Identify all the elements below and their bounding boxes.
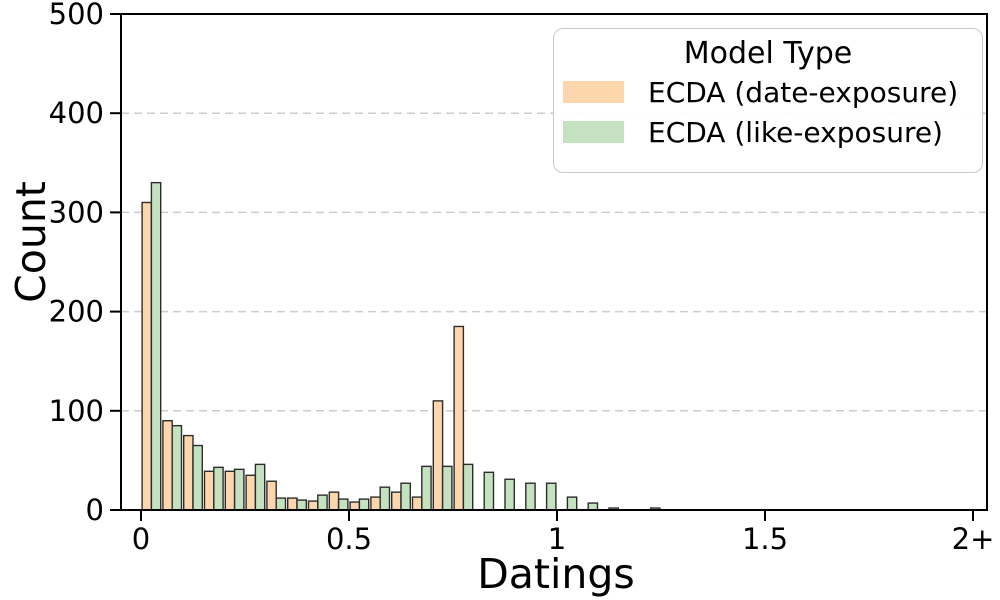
y-tick-label: 100 (49, 394, 104, 428)
bar-series-0-bin-7 (287, 497, 298, 511)
bar-series-0-bin-14 (432, 400, 444, 511)
bar-series-1-bin-18 (525, 482, 536, 511)
bar-series-0-bin-2 (182, 434, 194, 511)
x-tick-label: 0 (132, 522, 150, 556)
bar-series-0-bin-11 (370, 496, 381, 511)
legend-label-date-exposure: ECDA (date-exposure) (648, 75, 959, 109)
axes: 0 100 200 300 400 500 0 0.5 1 1.5 2+ (49, 0, 995, 556)
x-axis-label: Datings (477, 550, 635, 598)
legend-swatch-like-exposure (563, 121, 624, 143)
bar-series-1-bin-10 (358, 498, 370, 511)
bar-series-1-bin-20 (566, 496, 578, 511)
legend-label-like-exposure: ECDA (like-exposure) (648, 115, 943, 149)
bar-series-0-bin-15 (453, 325, 465, 511)
y-tick-label: 500 (49, 0, 104, 31)
y-tick-label: 400 (49, 96, 104, 130)
bar-series-0-bin-3 (203, 470, 215, 511)
x-tick-label: 1.5 (742, 522, 788, 556)
bar-series-1-bin-14 (441, 465, 453, 511)
bar-series-0-bin-12 (391, 491, 402, 511)
bar-series-0-bin-13 (411, 496, 423, 511)
legend-item: ECDA (like-exposure) (554, 112, 982, 152)
legend-swatch-date-exposure (563, 81, 624, 103)
bar-series-1-bin-1 (171, 424, 183, 511)
bar-series-0-bin-10 (349, 501, 361, 511)
bar-series-1-bin-2 (192, 444, 204, 511)
bar-series-0-bin-6 (266, 480, 277, 511)
bar-series-0-bin-0 (141, 201, 153, 511)
bar-series-1-bin-16 (483, 471, 495, 511)
bar-series-1-bin-19 (545, 482, 557, 511)
bar-series-0-bin-1 (162, 420, 173, 511)
bar-series-1-bin-5 (254, 463, 266, 511)
legend-item: ECDA (date-exposure) (554, 72, 982, 112)
x-tick-label: 1 (548, 522, 566, 556)
y-axis-label: Count (7, 181, 55, 303)
y-tick-label: 200 (49, 295, 104, 329)
bar-series-1-bin-7 (296, 499, 308, 511)
legend: Model Type ECDA (date-exposure) ECDA (li… (553, 28, 983, 173)
x-tick-label: 0.5 (326, 522, 372, 556)
bar-series-0-bin-9 (328, 491, 340, 511)
plot-frame (120, 13, 988, 511)
bar-series-0-bin-8 (307, 500, 319, 511)
bar-series-1-bin-17 (504, 478, 516, 511)
bar-series-1-bin-13 (421, 465, 432, 511)
bar-series-1-bin-9 (337, 498, 349, 511)
y-tick-label: 300 (49, 195, 104, 229)
bar-series-0-bin-5 (245, 474, 257, 511)
bars (141, 181, 661, 511)
bar-series-1-bin-3 (213, 466, 224, 511)
bar-series-1-bin-21 (587, 502, 599, 511)
bar-series-1-bin-4 (233, 468, 245, 511)
legend-title: Model Type (683, 36, 853, 71)
bar-series-1-bin-15 (462, 463, 474, 511)
y-tick-label: 0 (86, 493, 104, 527)
x-tick-label: 2+ (952, 522, 995, 556)
bar-series-0-bin-4 (224, 470, 236, 511)
bar-series-1-bin-0 (150, 181, 162, 511)
bar-series-1-bin-8 (317, 494, 328, 511)
bar-series-1-bin-12 (400, 482, 412, 511)
bar-series-1-bin-11 (379, 486, 391, 511)
bar-series-1-bin-6 (275, 497, 287, 511)
